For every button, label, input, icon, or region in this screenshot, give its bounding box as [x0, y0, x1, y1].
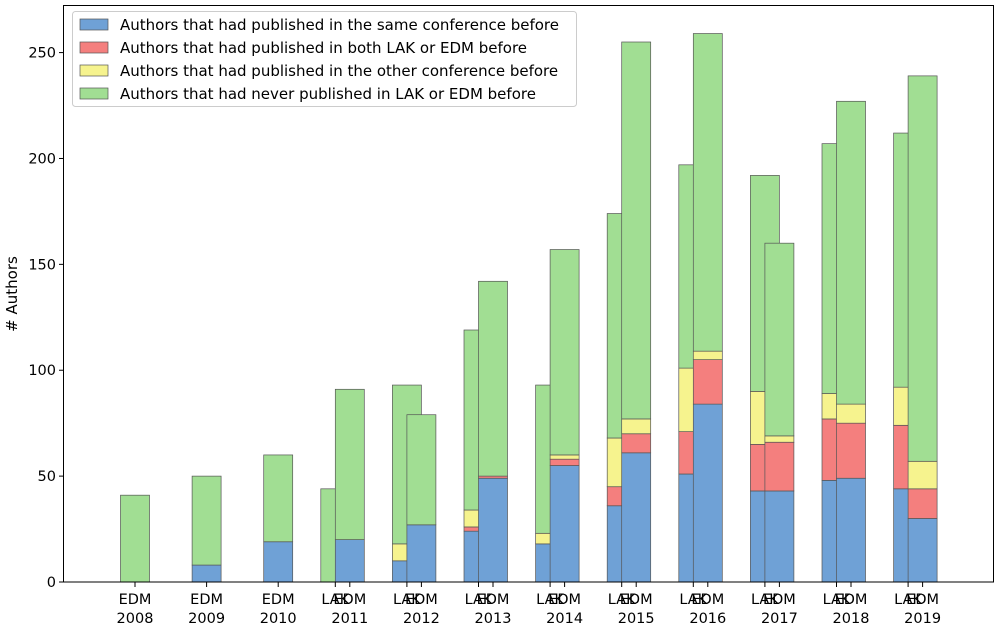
- x-tick-label-year: 2012: [403, 611, 440, 627]
- plot-frame: [63, 5, 994, 583]
- x-tick-label-conference: EDM: [835, 592, 868, 608]
- bar-segment: [549, 458, 580, 466]
- x-tick-label-year: 2014: [546, 611, 583, 627]
- y-tick-label: 100: [28, 363, 56, 379]
- bar-segment: [836, 100, 866, 405]
- bar-segment: [621, 418, 652, 435]
- y-tick-label: 250: [28, 46, 56, 62]
- y-axis-label: # Authors: [3, 256, 21, 332]
- bar-segment: [263, 541, 294, 583]
- x-tick-label-conference: LAK: [751, 592, 779, 608]
- bar-segment: [764, 435, 795, 443]
- bar-segment: [334, 539, 365, 583]
- x-tick-label-year: 2008: [117, 611, 154, 627]
- y-tick-label: 50: [38, 469, 56, 485]
- bar-segment: [191, 475, 222, 566]
- bar-segment: [836, 403, 866, 424]
- y-tick-label: 0: [47, 575, 56, 591]
- y-tick-label: 200: [28, 151, 56, 167]
- x-tick-label-year: 2017: [761, 611, 798, 627]
- bar-segment: [836, 422, 866, 479]
- x-tick-label-conference: LAK: [608, 592, 636, 608]
- x-tick-label-conference: EDM: [620, 592, 653, 608]
- legend-swatch: [79, 18, 109, 31]
- x-tick-label-year: 2011: [331, 611, 368, 627]
- x-tick-label-conference: EDM: [190, 592, 223, 608]
- legend-label: Authors that had published in the same c…: [120, 16, 559, 34]
- bar-segment: [621, 433, 652, 454]
- bar-segment: [621, 41, 652, 420]
- x-tick-label-conference: LAK: [823, 592, 851, 608]
- bar-segment: [907, 75, 938, 462]
- x-tick-label-conference: LAK: [393, 592, 421, 608]
- bar-segment: [549, 454, 580, 460]
- bar-segment: [191, 564, 222, 583]
- bar-segment: [692, 403, 723, 583]
- x-tick-label-conference: EDM: [548, 592, 581, 608]
- x-tick-label-conference: EDM: [763, 592, 796, 608]
- x-tick-label-conference: EDM: [477, 592, 510, 608]
- x-tick-label-year: 2010: [260, 611, 297, 627]
- bar-segment: [836, 477, 866, 583]
- bar-segment: [764, 441, 795, 492]
- x-tick-label-conference: EDM: [333, 592, 366, 608]
- x-tick-label-year: 2015: [618, 611, 655, 627]
- x-tick-label-conference: LAK: [894, 592, 922, 608]
- bar-segment: [692, 33, 723, 352]
- bar-segment: [120, 494, 150, 583]
- legend-swatch: [79, 41, 109, 54]
- x-tick-label-conference: EDM: [691, 592, 724, 608]
- bar-segment: [692, 350, 723, 360]
- legend: Authors that had published in the same c…: [72, 11, 577, 107]
- bars-layer: [120, 33, 938, 583]
- bar-segment: [692, 359, 723, 405]
- legend-label: Authors that had published in both LAK o…: [120, 39, 527, 57]
- bar-segment: [478, 280, 508, 477]
- x-tick-label-conference: LAK: [679, 592, 707, 608]
- x-tick-label-conference: LAK: [465, 592, 493, 608]
- x-tick-label-year: 2013: [475, 611, 512, 627]
- legend-swatch: [79, 64, 109, 77]
- x-tick-label-conference: LAK: [321, 592, 349, 608]
- y-tick-label: 150: [28, 257, 56, 273]
- bar-segment: [549, 465, 580, 583]
- x-tick-label-conference: EDM: [405, 592, 438, 608]
- legend-swatch: [79, 87, 109, 100]
- x-tick-label-conference: EDM: [906, 592, 939, 608]
- x-tick-label-conference: EDM: [119, 592, 152, 608]
- bar-segment: [406, 524, 437, 583]
- bar-segment: [549, 249, 580, 456]
- legend-label: Authors that had published in the other …: [120, 62, 558, 80]
- bar-segment: [406, 414, 437, 526]
- bar-segment: [764, 490, 795, 583]
- x-tick-label-year: 2018: [833, 611, 870, 627]
- bar-segment: [621, 452, 652, 583]
- bar-segment: [907, 488, 938, 519]
- bar-segment: [263, 454, 294, 543]
- x-tick-label-year: 2019: [904, 611, 941, 627]
- bar-segment: [334, 388, 365, 540]
- x-tick-label-year: 2016: [689, 611, 726, 627]
- x-tick-label-year: 2009: [188, 611, 225, 627]
- x-tick-label-conference: EDM: [262, 592, 295, 608]
- bar-segment: [907, 460, 938, 490]
- legend-box: [72, 11, 577, 107]
- x-tick-label-conference: LAK: [536, 592, 564, 608]
- bar-segment: [907, 518, 938, 583]
- legend-label: Authors that had never published in LAK …: [120, 85, 536, 103]
- bar-segment: [764, 242, 795, 437]
- bar-segment: [478, 477, 508, 583]
